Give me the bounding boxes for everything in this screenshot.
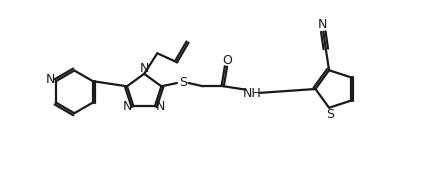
Text: O: O [223,54,232,67]
Text: N: N [156,100,165,113]
Text: N: N [123,100,133,113]
Text: S: S [326,108,334,121]
Text: N: N [318,18,327,31]
Text: S: S [179,76,187,89]
Text: NH: NH [243,87,262,100]
Text: N: N [46,73,55,86]
Text: N: N [140,62,149,75]
